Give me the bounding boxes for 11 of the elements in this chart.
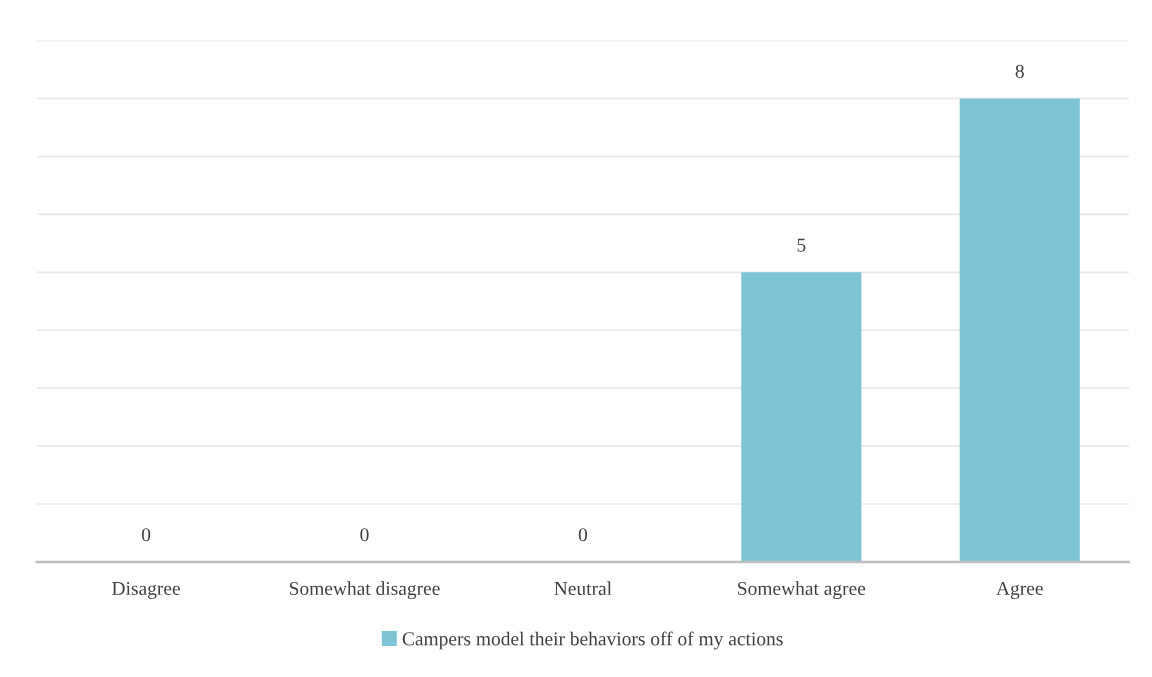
data-label: 0 bbox=[141, 528, 151, 542]
data-label: 0 bbox=[360, 528, 369, 542]
data-label: 0 bbox=[578, 528, 588, 542]
x-tick-label: Neutral bbox=[554, 581, 612, 596]
x-tick-label: Disagree bbox=[112, 581, 180, 599]
legend-label: Campers model their behaviors off of my actions bbox=[402, 631, 783, 650]
x-tick-label: Somewhat disagree bbox=[289, 581, 440, 600]
x-tick-label: Agree bbox=[996, 581, 1043, 599]
data-label: 5 bbox=[797, 238, 806, 252]
x-tick-label: Somewhat agree bbox=[738, 581, 866, 600]
data-label: 8 bbox=[1015, 64, 1024, 78]
